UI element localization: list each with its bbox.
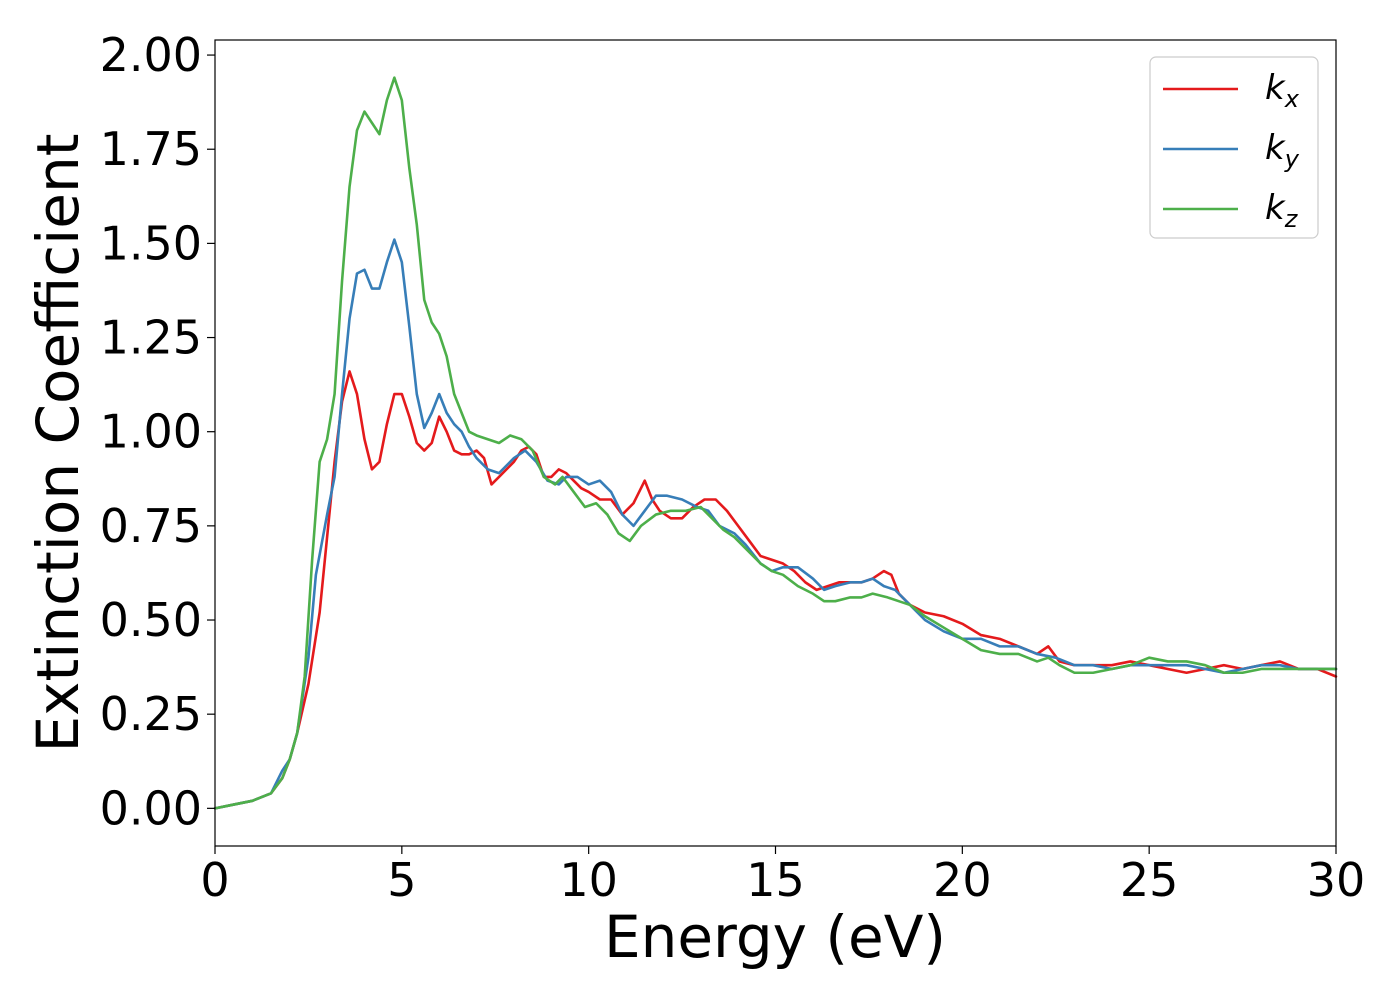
y-tick-label: 1.25 xyxy=(100,311,202,365)
x-axis-label: Energy (eV) xyxy=(604,903,946,971)
y-tick-label: 1.75 xyxy=(100,122,202,176)
y-tick-label: 0.50 xyxy=(100,593,202,647)
y-tick-label: 2.00 xyxy=(100,28,202,82)
x-tick-label: 25 xyxy=(1120,853,1179,907)
legend-box xyxy=(1149,56,1319,239)
series-lines xyxy=(213,76,1338,810)
y-tick-label: 0.25 xyxy=(100,687,202,741)
series-line-x xyxy=(213,370,1338,810)
x-tick-label: 5 xyxy=(387,853,416,907)
x-tick-label: 10 xyxy=(559,853,618,907)
x-tick-label: 20 xyxy=(933,853,992,907)
series-line-y xyxy=(213,238,1338,810)
legend-label-y: ky xyxy=(1265,128,1300,173)
legend-label-z: kz xyxy=(1265,188,1299,233)
plot-area xyxy=(215,40,1336,846)
y-axis: 0.00 0.25 0.50 0.75 1.00 1.25 1.50 1.75 2.00 xyxy=(100,28,215,835)
y-axis-label: Extinction Coefficient xyxy=(24,134,92,753)
x-tick-label: 30 xyxy=(1307,853,1366,907)
y-tick-label: 1.50 xyxy=(100,216,202,270)
y-tick-label: 1.00 xyxy=(100,405,202,459)
y-tick-label: 0.75 xyxy=(100,499,202,553)
y-tick-label: 0.00 xyxy=(100,781,202,835)
x-tick-label: 0 xyxy=(200,853,229,907)
x-axis: 0 5 10 15 20 25 30 xyxy=(200,846,1365,907)
series-line-z xyxy=(213,76,1338,810)
legend: kx ky kz xyxy=(1149,56,1319,239)
x-tick-label: 15 xyxy=(746,853,805,907)
legend-label-x: kx xyxy=(1265,68,1300,113)
